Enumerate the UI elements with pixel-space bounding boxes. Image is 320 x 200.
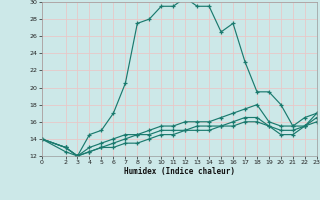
X-axis label: Humidex (Indice chaleur): Humidex (Indice chaleur): [124, 167, 235, 176]
